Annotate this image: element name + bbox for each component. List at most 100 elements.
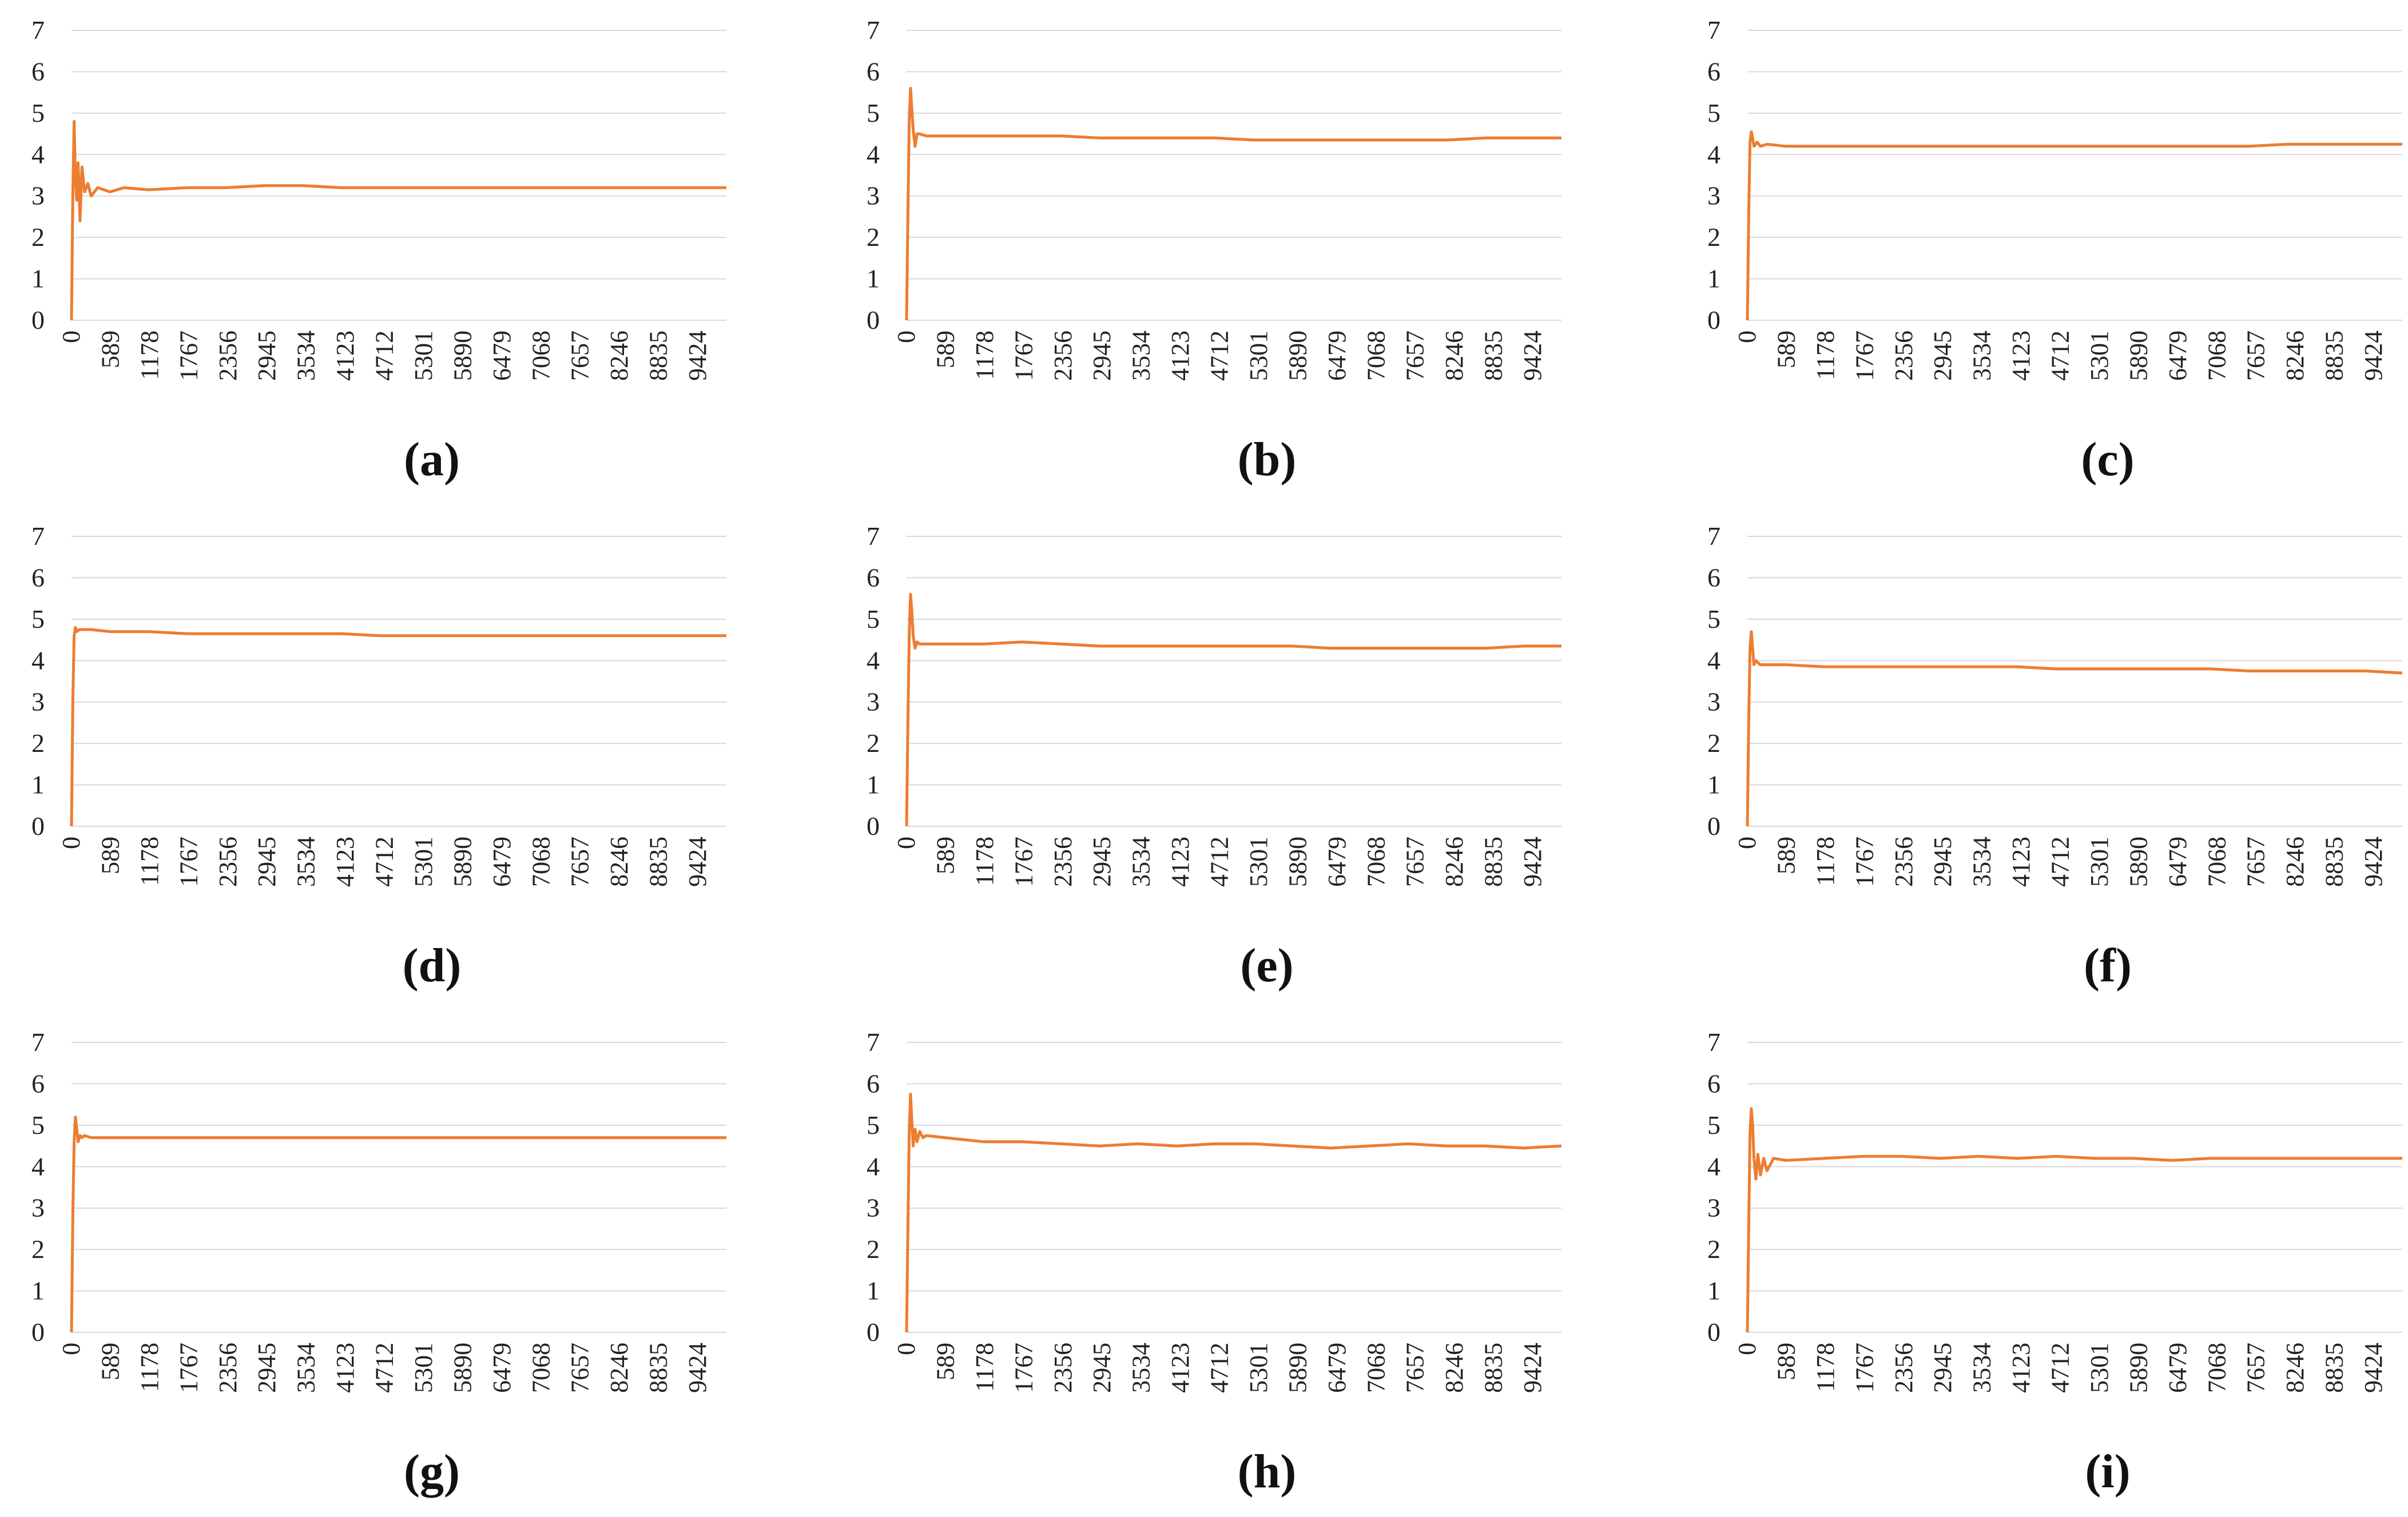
chart-panel: 0 1 2 3 4 5 6 7 0 589 1178 1767 2356 2945 3534 4123 4712… [1693, 517, 2408, 992]
y-tick-label: 7 [867, 15, 880, 45]
y-tick-label: 5 [31, 98, 45, 128]
x-tick-label: 2356 [214, 837, 242, 887]
chart-svg: 0 1 2 3 4 5 6 7 0 589 1178 1767 2356 2945 3534 4123 4712… [867, 1028, 1562, 1393]
x-tick-label: 4123 [331, 837, 359, 887]
x-tick-label: 1178 [136, 1343, 164, 1392]
x-tick-label: 1767 [1010, 331, 1038, 381]
y-tick-label: 5 [31, 604, 45, 634]
x-tick-label: 9424 [1519, 331, 1547, 381]
x-tick-label: 589 [931, 331, 959, 368]
y-tick-label: 6 [1707, 1069, 1720, 1098]
x-tick-label: 7068 [1362, 331, 1390, 381]
x-tick-label: 1178 [1811, 331, 1839, 380]
x-tick-label: 5890 [2124, 331, 2152, 381]
series-line [1746, 1107, 2402, 1333]
x-tick-label: 9424 [684, 837, 712, 887]
y-tick-label: 3 [1707, 181, 1720, 210]
y-tick-label: 5 [867, 604, 880, 634]
chart-svg: 0 1 2 3 4 5 6 7 0 589 1178 1767 2356 2945 3534 4123 4712… [31, 15, 726, 381]
y-tick-label: 0 [31, 305, 45, 335]
x-tick-label: 4712 [1206, 1343, 1234, 1393]
x-tick-label: 7068 [527, 331, 555, 381]
x-tick-label: 2945 [253, 331, 281, 381]
panel-caption: (f) [2084, 939, 2132, 992]
x-tick-label: 8835 [2320, 331, 2349, 381]
series-line [70, 626, 726, 827]
chart-panel: 0 1 2 3 4 5 6 7 0 589 1178 1767 2356 2945 3534 4123 4712… [17, 517, 847, 992]
x-tick-label: 6479 [488, 331, 516, 381]
x-tick-label: 2356 [1049, 837, 1077, 887]
x-tick-label: 2356 [1049, 1343, 1077, 1393]
chart-panel: 0 1 2 3 4 5 6 7 0 589 1178 1767 2356 2945 3534 4123 4712… [17, 1024, 847, 1498]
x-tick-label: 5890 [1284, 331, 1312, 381]
x-tick-label: 589 [96, 331, 124, 368]
x-tick-label: 5301 [1245, 1343, 1273, 1393]
x-tick-label: 7068 [2203, 837, 2231, 887]
y-tick-label: 0 [867, 1317, 880, 1347]
x-tick-label: 5890 [1284, 837, 1312, 887]
x-tick-label: 9424 [2359, 1343, 2387, 1393]
x-tick-label: 4123 [331, 331, 359, 381]
x-tick-label: 4123 [2007, 837, 2035, 887]
chart-panel: 0 1 2 3 4 5 6 7 0 589 1178 1767 2356 2945 3534 4123 4712… [1693, 11, 2408, 486]
x-tick-label: 4123 [331, 1343, 359, 1393]
y-tick-label: 4 [31, 140, 45, 169]
y-tick-label: 5 [867, 98, 880, 128]
x-tick-label: 8246 [2281, 1343, 2309, 1393]
panel-caption: (c) [2081, 433, 2135, 486]
y-tick-label: 6 [1707, 563, 1720, 592]
x-tick-label: 4123 [2007, 331, 2035, 381]
x-tick-label: 589 [96, 837, 124, 874]
x-tick-label: 1178 [136, 331, 164, 380]
x-tick-label: 2945 [1088, 837, 1116, 887]
x-tick-label: 6479 [1323, 1343, 1351, 1393]
x-tick-label: 3534 [1968, 331, 1996, 381]
chart-panel: 0 1 2 3 4 5 6 7 0 589 1178 1767 2356 2945 3534 4123 4712… [852, 1024, 1682, 1498]
panel-caption: (h) [1237, 1445, 1297, 1498]
x-tick-label: 0 [57, 1343, 85, 1355]
y-tick-label: 3 [1707, 687, 1720, 716]
y-tick-label: 3 [867, 181, 880, 210]
y-tick-label: 5 [867, 1110, 880, 1140]
y-tick-label: 7 [1707, 1028, 1720, 1057]
x-tick-label: 4712 [2047, 1343, 2075, 1393]
x-tick-label: 5890 [1284, 1343, 1312, 1393]
x-tick-label: 2356 [214, 1343, 242, 1393]
x-tick-label: 7657 [566, 837, 594, 887]
x-tick-label: 5890 [448, 1343, 476, 1393]
y-tick-label: 4 [1707, 1152, 1720, 1181]
x-tick-label: 2356 [1890, 1343, 1918, 1393]
panel-caption: (a) [404, 433, 460, 486]
x-tick-label: 7068 [2203, 1343, 2231, 1393]
x-tick-label: 4123 [1166, 837, 1194, 887]
x-tick-label: 1767 [1850, 331, 1878, 381]
x-tick-label: 8835 [645, 1343, 673, 1393]
y-tick-label: 6 [1707, 57, 1720, 86]
x-tick-label: 8246 [1440, 1343, 1468, 1393]
x-tick-label: 4712 [371, 1343, 399, 1393]
chart-panel: 0 1 2 3 4 5 6 7 0 589 1178 1767 2356 2945 3534 4123 4712… [1693, 1024, 2408, 1498]
x-tick-label: 4123 [2007, 1343, 2035, 1393]
x-tick-label: 4712 [2047, 837, 2075, 887]
x-tick-label: 5301 [410, 1343, 438, 1393]
x-tick-label: 5301 [2085, 1343, 2113, 1393]
x-tick-label: 1178 [136, 837, 164, 886]
x-tick-label: 7657 [2242, 837, 2270, 887]
chart-svg: 0 1 2 3 4 5 6 7 0 589 1178 1767 2356 2945 3534 4123 4712… [1707, 15, 2402, 381]
series-line [1746, 630, 2403, 827]
x-tick-label: 5301 [2085, 837, 2113, 887]
x-tick-label: 589 [1772, 331, 1800, 368]
x-tick-label: 1178 [1811, 1343, 1839, 1392]
x-tick-label: 6479 [1323, 331, 1351, 381]
x-tick-label: 0 [892, 1343, 920, 1355]
x-tick-label: 8246 [605, 837, 633, 887]
x-tick-label: 7657 [1401, 837, 1429, 887]
x-tick-label: 9424 [2359, 331, 2387, 381]
x-tick-label: 1178 [971, 837, 999, 886]
x-tick-label: 2356 [214, 331, 242, 381]
x-tick-label: 1767 [1850, 1343, 1878, 1393]
y-tick-label: 2 [31, 222, 45, 252]
y-tick-label: 4 [31, 1152, 45, 1181]
y-tick-label: 1 [867, 264, 880, 293]
y-tick-label: 1 [31, 770, 45, 799]
